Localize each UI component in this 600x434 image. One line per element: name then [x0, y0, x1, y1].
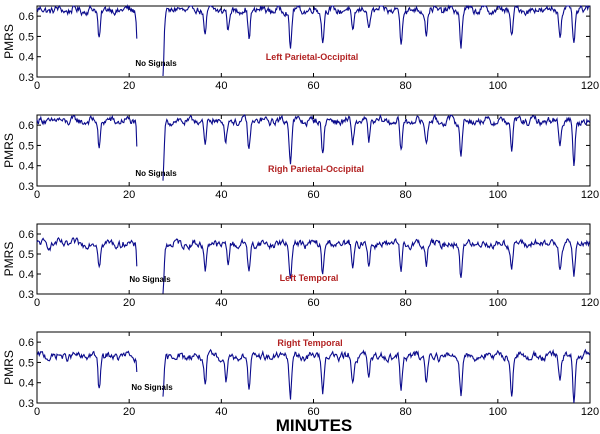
- x-tick-label: 60: [307, 297, 319, 309]
- x-tick-label: 20: [123, 80, 135, 92]
- y-tick-label: 0.3: [19, 72, 34, 84]
- series-line-2-seg-2: [162, 113, 591, 181]
- no-signals-label: No Signals: [135, 59, 177, 68]
- x-tick-label: 120: [581, 80, 599, 92]
- y-tick-label: 0.5: [19, 31, 34, 43]
- y-tick-label: 0.3: [19, 181, 34, 193]
- y-axis-title: PMRS: [2, 350, 16, 385]
- x-tick-label: 20: [123, 189, 135, 201]
- series-line-1-seg-2: [162, 4, 591, 77]
- x-tick-label: 80: [400, 189, 412, 201]
- y-tick-label: 0.6: [19, 229, 34, 241]
- y-axis-title: PMRS: [2, 133, 16, 168]
- y-tick-label: 0.4: [19, 269, 34, 281]
- y-axis-title: PMRS: [2, 24, 16, 59]
- y-tick-label: 0.3: [19, 398, 34, 410]
- panel-title: Left Parietal-Occipital: [266, 52, 359, 62]
- x-tick-label: 80: [400, 297, 412, 309]
- plot-frame: [36, 114, 591, 187]
- x-tick-label: 60: [307, 80, 319, 92]
- x-tick-label: 20: [123, 406, 135, 418]
- series-line-3-seg-2: [162, 237, 591, 294]
- y-tick-label: 0.4: [19, 378, 34, 390]
- panel-title: Righ Parietal-Occipital: [268, 164, 364, 174]
- no-signals-label: No Signals: [131, 383, 173, 392]
- x-tick-label: 0: [34, 297, 40, 309]
- panel-title: Right Temporal: [277, 338, 342, 348]
- x-tick-label: 120: [581, 297, 599, 309]
- x-tick-label: 20: [123, 297, 135, 309]
- x-tick-label: 120: [581, 406, 599, 418]
- x-tick-label: 40: [215, 189, 227, 201]
- x-tick-label: 100: [489, 406, 507, 418]
- x-tick-label: 0: [34, 406, 40, 418]
- panel-title: Left Temporal: [280, 273, 339, 283]
- x-tick-label: 100: [489, 297, 507, 309]
- series-line-4-seg-2: [162, 348, 591, 404]
- plot-frame: [36, 331, 591, 404]
- y-tick-label: 0.6: [19, 337, 34, 349]
- no-signals-label: No Signals: [129, 275, 171, 284]
- plot-frame: [36, 5, 591, 78]
- series-line-4-seg-1: [36, 350, 138, 389]
- x-tick-label: 100: [489, 189, 507, 201]
- no-signals-label: No Signals: [135, 169, 177, 178]
- y-tick-label: 0.6: [19, 120, 34, 132]
- y-tick-label: 0.5: [19, 249, 34, 261]
- plot-frame: [36, 223, 591, 295]
- y-tick-label: 0.5: [19, 357, 34, 369]
- x-tick-label: 0: [34, 189, 40, 201]
- x-tick-label: 0: [34, 80, 40, 92]
- y-tick-label: 0.3: [19, 289, 34, 301]
- x-tick-label: 40: [215, 297, 227, 309]
- x-tick-label: 80: [400, 406, 412, 418]
- series-line-1-seg-1: [36, 4, 138, 39]
- x-tick-label: 60: [307, 189, 319, 201]
- x-axis-title: MINUTES: [276, 416, 353, 434]
- y-tick-label: 0.4: [19, 161, 34, 173]
- y-axis-title: PMRS: [2, 242, 16, 277]
- x-tick-label: 40: [215, 80, 227, 92]
- x-tick-label: 80: [400, 80, 412, 92]
- x-tick-label: 100: [489, 80, 507, 92]
- x-tick-label: 60: [307, 406, 319, 418]
- y-tick-label: 0.6: [19, 11, 34, 23]
- series-line-2-seg-1: [36, 114, 138, 149]
- y-tick-label: 0.5: [19, 140, 34, 152]
- y-tick-label: 0.4: [19, 52, 34, 64]
- series-line-3-seg-1: [36, 237, 138, 269]
- x-tick-label: 40: [215, 406, 227, 418]
- x-tick-label: 120: [581, 189, 599, 201]
